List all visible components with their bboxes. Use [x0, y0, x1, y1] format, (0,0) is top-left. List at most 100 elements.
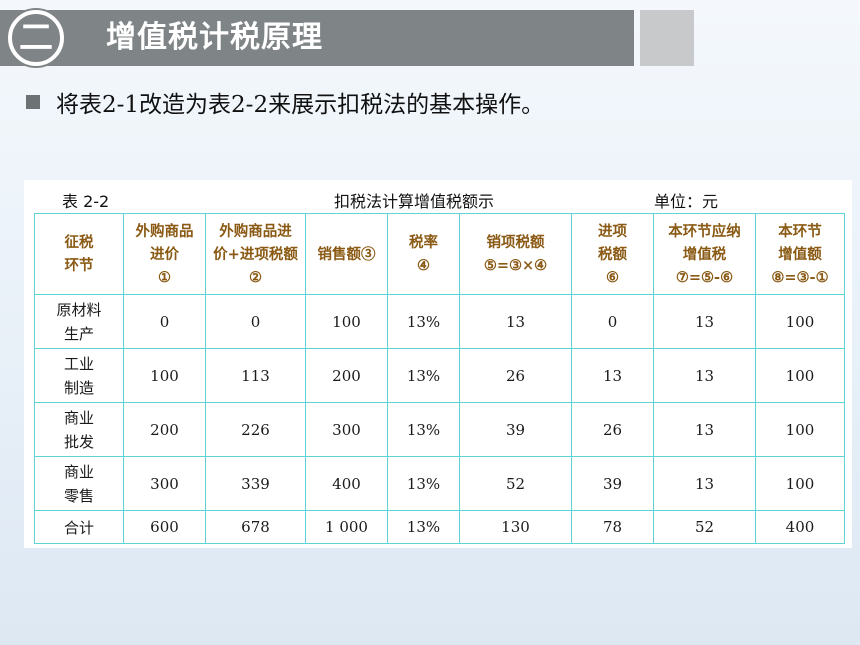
value-cell: 100 [123, 348, 206, 403]
total-row: 合计 600 678 1 000 13% 130 78 52 400 [34, 510, 845, 544]
table-caption: 表 2-2 扣税法计算增值税额示 单位：元 [24, 180, 852, 212]
column-header: 外购商品进价 ① [123, 213, 206, 295]
slide-title: 增值税计税原理 [106, 20, 323, 55]
value-cell: 100 [755, 294, 845, 349]
stage-cell: 原材料 生产 [34, 294, 124, 349]
bullet-point: 将表2-1改造为表2-2来展示扣税法的基本操作。 [26, 84, 544, 120]
column-header-line: 征税 [64, 234, 94, 251]
column-header-line: 本环节应纳 [668, 222, 741, 240]
value-cell: 226 [205, 402, 306, 457]
column-header: 销售额③ [305, 213, 388, 295]
column-header-line: 外购商品 [135, 222, 194, 240]
column-header-line: ⑤=③×④ [483, 257, 548, 274]
value-cell: 400 [305, 456, 388, 511]
value-cell: 52 [459, 456, 572, 511]
total-value-cell: 400 [755, 510, 845, 544]
stage-line: 工业 [63, 354, 94, 373]
stage-cell: 工业 制造 [34, 348, 124, 403]
value-cell: 13 [571, 348, 654, 403]
bullet-text: 将表2-1改造为表2-2来展示扣税法的基本操作。 [56, 92, 545, 118]
value-cell: 13% [387, 348, 460, 403]
table-row: 原材料 生产 0 0 100 13% 13 0 13 100 [34, 294, 845, 349]
table-unit: 单位：元 [654, 192, 719, 211]
column-header-line: 增值额 [778, 245, 822, 263]
column-header-line: 税额 [598, 245, 627, 263]
stage-line: 制造 [63, 378, 94, 397]
value-cell: 339 [205, 456, 306, 511]
stage-cell: 商业 批发 [34, 402, 124, 457]
column-header-line: ⑧=③-① [771, 268, 829, 286]
value-cell: 100 [305, 294, 388, 349]
section-number-badge: 二 [8, 10, 64, 66]
value-cell: 200 [123, 402, 206, 457]
stage-line: 商业 [63, 408, 94, 427]
column-header-line: 销售额③ [317, 245, 376, 263]
column-header-line: 增值税 [682, 245, 727, 263]
column-header-line: 销项税额 [486, 234, 545, 251]
value-cell: 300 [305, 402, 388, 457]
stage-line: 零售 [63, 486, 94, 505]
table-row: 工业 制造 100 113 200 13% 26 13 13 100 [34, 348, 845, 403]
value-cell: 13% [387, 294, 460, 349]
column-header-line: 环节 [64, 257, 94, 274]
value-cell: 39 [459, 402, 572, 457]
table-row: 商业 零售 300 339 400 13% 52 39 13 100 [34, 456, 845, 511]
stage-line: 生产 [63, 324, 94, 343]
value-cell: 13 [459, 294, 572, 349]
column-header: 销项税额 ⑤=③×④ [459, 213, 572, 295]
total-value-cell: 78 [571, 510, 654, 544]
column-header-line: ① [158, 268, 171, 286]
table-label: 表 2-2 [62, 192, 110, 211]
value-cell: 26 [571, 402, 654, 457]
column-header-line: 进项 [598, 222, 627, 240]
stage-cell: 商业 零售 [34, 456, 124, 511]
table-header-row: 征税 环节 外购商品 进价 ① 外购商品进 价+进项税额 ② 销售额③ 税率 ④ 销项税额 ⑤=③×④ 进… [34, 213, 845, 295]
table-row: 商业 批发 200 226 300 13% 39 26 13 100 [34, 402, 845, 457]
stage-line: 批发 [63, 432, 94, 451]
column-header-line: ② [249, 268, 262, 286]
title-decoration-block [640, 10, 694, 66]
total-value-cell: 1 000 [305, 510, 388, 544]
value-cell: 39 [571, 456, 654, 511]
column-header-line: 价+进项税额 [213, 245, 298, 263]
value-cell: 13% [387, 456, 460, 511]
value-cell: 113 [205, 348, 306, 403]
value-cell: 0 [205, 294, 306, 349]
column-header: 征税 环节 [34, 213, 124, 295]
value-cell: 300 [123, 456, 206, 511]
vat-table: 征税 环节 外购商品 进价 ① 外购商品进 价+进项税额 ② 销售额③ 税率 ④ 销项税额 ⑤=③×④ 进… [34, 213, 845, 544]
title-bar [0, 10, 634, 66]
column-header: 本环节增值额 ⑧=③-① [755, 213, 845, 295]
value-cell: 100 [755, 456, 845, 511]
value-cell: 200 [305, 348, 388, 403]
value-cell: 100 [755, 402, 845, 457]
column-header: 税率 ④ [387, 213, 460, 295]
column-header: 外购商品进价+进项税额 ② [205, 213, 306, 295]
column-header-line: 税率 [409, 234, 438, 251]
total-value-cell: 600 [123, 510, 206, 544]
table-title: 扣税法计算增值税额示 [334, 192, 495, 211]
column-header-line: 外购商品进 [219, 222, 292, 240]
value-cell: 0 [571, 294, 654, 349]
section-number: 二 [19, 18, 53, 58]
value-cell: 100 [755, 348, 845, 403]
column-header-line: ⑦=⑤-⑥ [675, 268, 734, 286]
table-panel: 表 2-2 扣税法计算增值税额示 单位：元 征税 环节 外购商品 进价 ① 外购商品进 价+… [24, 180, 852, 548]
bullet-square-icon [26, 95, 40, 109]
column-header: 进项 税额 ⑥ [571, 213, 654, 295]
column-header-line: 本环节 [778, 222, 822, 240]
value-cell: 0 [123, 294, 206, 349]
value-cell: 13 [653, 348, 756, 403]
total-label: 合计 [34, 510, 124, 544]
total-value-cell: 52 [653, 510, 756, 544]
stage-line: 商业 [63, 462, 94, 481]
total-value-cell: 13% [387, 510, 460, 544]
value-cell: 13 [653, 402, 756, 457]
column-header-line: ④ [417, 257, 430, 274]
total-value-cell: 678 [205, 510, 306, 544]
column-header-line: 进价 [150, 245, 179, 263]
value-cell: 26 [459, 348, 572, 403]
value-cell: 13 [653, 294, 756, 349]
stage-line: 原材料 [56, 300, 102, 319]
total-value-cell: 130 [459, 510, 572, 544]
